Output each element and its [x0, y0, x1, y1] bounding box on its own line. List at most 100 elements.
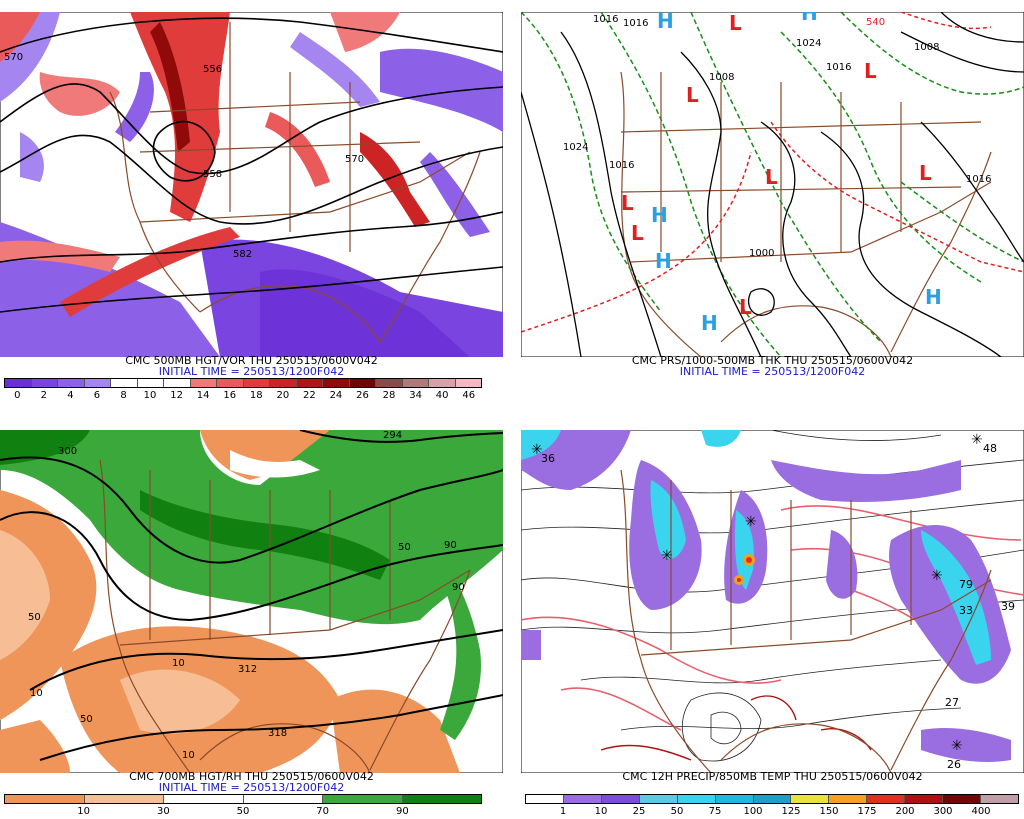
colorbar-swatch: [58, 379, 85, 387]
colorbar-tick-label: 125: [781, 806, 801, 817]
panel-title: CMC PRS/1000-500MB THK THU 250515/0600V0…: [631, 354, 914, 367]
snow-symbol: ✳: [745, 514, 757, 530]
contour-label: 50: [398, 542, 411, 553]
colorbar-tick-label: 100: [743, 806, 763, 817]
colorbar-swatch: [601, 795, 640, 803]
snow-symbol: ✳: [931, 568, 943, 584]
colorbar-swatch: [84, 795, 164, 803]
colorbar-tick-label: 24: [329, 390, 343, 401]
high-pressure-marker: H: [651, 203, 668, 227]
contour-label: 10: [172, 658, 185, 669]
low-pressure-marker: L: [739, 295, 752, 319]
colorbar-swatch: [5, 379, 32, 387]
contour-label: 558: [203, 169, 222, 180]
panel-500mb-hgt-vor: 570 556 558 570 582 CMC 500MB HGT/VOR TH…: [0, 12, 503, 412]
colorbar-tick-label: 10: [594, 806, 608, 817]
precip-label: 33: [959, 604, 973, 617]
contour-label: 294: [383, 430, 402, 441]
colorbar-swatch: [455, 379, 481, 387]
contour-label: 318: [268, 728, 287, 739]
colorbar-swatch: [867, 795, 906, 803]
initial-time: INITIAL TIME = 250513/1200F042: [158, 365, 345, 378]
contour-label: 90: [452, 582, 465, 593]
colorbar-swatch: [639, 795, 678, 803]
high-pressure-marker: H: [655, 249, 672, 273]
low-pressure-marker: L: [864, 59, 877, 83]
precip-label: 39: [1001, 600, 1015, 613]
colorbar-swatch: [164, 795, 244, 803]
colorbar-swatch: [349, 379, 376, 387]
colorbar-swatch: [429, 379, 456, 387]
contour-label: 300: [58, 446, 77, 457]
pressure-label: 1016: [593, 14, 618, 25]
colorbar-swatch: [905, 795, 944, 803]
contour-label: 10: [182, 750, 195, 761]
high-pressure-marker: H: [801, 12, 818, 25]
colorbar-tick-label: 90: [395, 806, 409, 817]
colorbar-tick-label: 75: [708, 806, 722, 817]
colorbar-swatch: [190, 379, 217, 387]
colorbar-tick-label: 22: [303, 390, 316, 401]
colorbar-swatch: [31, 379, 58, 387]
colorbar-tick-label: 50: [670, 806, 684, 817]
colorbar-swatch: [753, 795, 792, 803]
snow-symbol: ✳: [661, 548, 673, 564]
colorbar-swatch: [323, 795, 403, 803]
low-pressure-marker: L: [686, 83, 699, 107]
pressure-label: 1016: [609, 160, 634, 171]
colorbar-tick-label: 46: [462, 390, 476, 401]
contour-label: 570: [345, 154, 364, 165]
colorbar-swatch: [296, 379, 323, 387]
low-pressure-marker: L: [621, 191, 634, 215]
low-pressure-marker: L: [631, 221, 644, 245]
colorbar-swatch: [84, 379, 111, 387]
colorbar-tick-label: 28: [382, 390, 396, 401]
panel-prs-thickness: 1016 1016 540 1024 1008 1016 1024 1016 1…: [521, 12, 1024, 412]
colorbar-tick-label: 300: [933, 806, 953, 817]
precip-label: 79: [959, 578, 973, 591]
panel-12h-precip-850mb-temp: ✳ ✳ ✳ ✳ ✳ ✳ 36 48 79 39 27 26 33 CMC 12H…: [521, 430, 1024, 819]
map-500mb-vorticity: 570 556 558 570 582: [0, 12, 503, 357]
colorbar-tick-label: 12: [170, 390, 183, 401]
colorbar-swatch: [981, 795, 1018, 803]
snow-symbol: ✳: [971, 432, 983, 448]
map-pressure-thickness: 1016 1016 540 1024 1008 1016 1024 1016 1…: [521, 12, 1024, 357]
pressure-label: 1024: [563, 142, 588, 153]
colorbar-tick-label: 2: [40, 390, 48, 401]
contour-label: 10: [30, 688, 43, 699]
colorbar-tick-label: 4: [67, 390, 74, 401]
map-700mb-humidity: 300 294 312 318 10 10 10 50 50 50 90 90: [0, 430, 503, 773]
pressure-label: 1016: [966, 174, 991, 185]
colorbar-swatch: [164, 379, 191, 387]
colorbar-tick-label: 50: [236, 806, 250, 817]
pressure-label: 1000: [749, 248, 774, 259]
colorbar-swatch: [376, 379, 403, 387]
colorbar-ticks: 10 30 50 70 90: [4, 806, 482, 818]
low-pressure-marker: L: [765, 165, 778, 189]
colorbar-swatch: [677, 795, 716, 803]
colorbar: [525, 794, 1019, 804]
contour-label: 570: [4, 52, 23, 63]
snow-symbol: ✳: [951, 738, 963, 754]
colorbar: [4, 378, 482, 388]
colorbar-swatch: [791, 795, 830, 803]
colorbar-tick-label: 70: [316, 806, 330, 817]
colorbar-tick-label: 1: [559, 806, 567, 817]
low-pressure-marker: L: [919, 161, 932, 185]
precip-label: 27: [945, 696, 959, 709]
map-precip-temperature: ✳ ✳ ✳ ✳ ✳ ✳ 36 48 79 39 27 26 33: [521, 430, 1024, 773]
colorbar-swatch: [323, 379, 350, 387]
initial-time: INITIAL TIME = 250513/1200F042: [158, 781, 345, 794]
high-pressure-marker: H: [701, 311, 718, 335]
pressure-label: 1008: [709, 72, 734, 83]
high-pressure-marker: H: [657, 12, 674, 33]
colorbar-swatch: [270, 379, 297, 387]
initial-time: INITIAL TIME = 250513/1200F042: [679, 365, 866, 378]
colorbar-tick-label: 34: [409, 390, 422, 401]
pressure-label: 1016: [826, 62, 851, 73]
panel-title: CMC 500MB HGT/VOR THU 250515/0600V042: [125, 354, 378, 367]
precip-label: 48: [983, 442, 997, 455]
panel-title: CMC 12H PRECIP/850MB TEMP THU 250515/060…: [622, 770, 923, 783]
precip-label: 36: [541, 452, 555, 465]
low-pressure-marker: L: [729, 12, 742, 35]
